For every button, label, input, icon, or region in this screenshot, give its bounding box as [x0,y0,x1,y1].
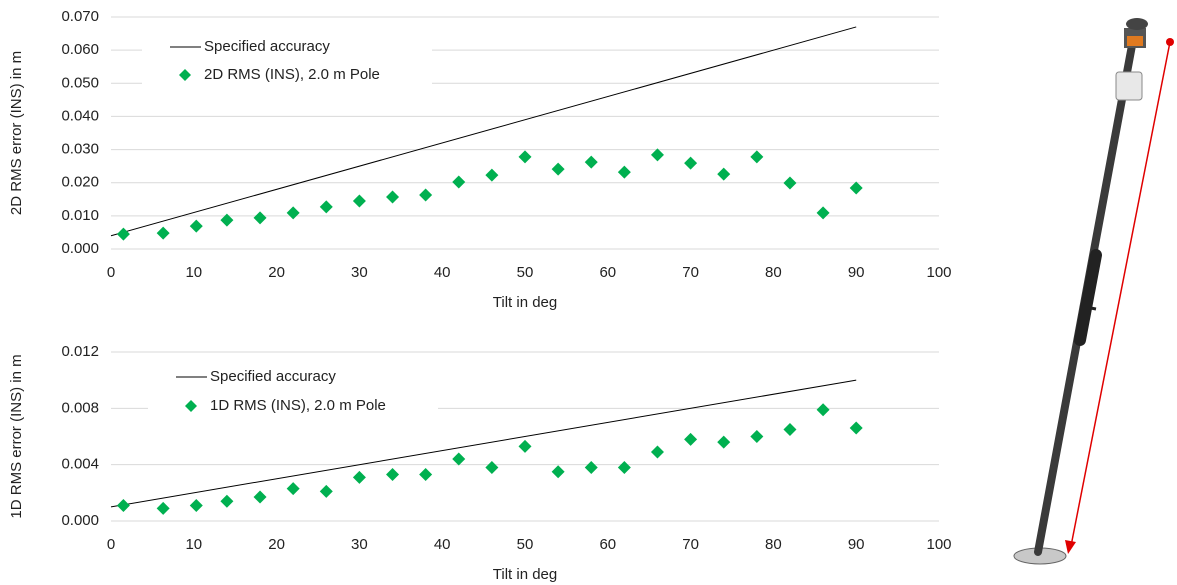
data-point [618,461,631,474]
y-tick-label: 0.060 [61,41,99,58]
data-point [552,163,565,176]
data-point [190,220,203,233]
data-point [117,499,130,512]
data-point [485,461,498,474]
antenna-ring [1127,36,1143,46]
y-tick-label: 0.000 [61,512,99,529]
y-axis-title: 1D RMS error (INS) in m [8,354,25,518]
data-point [287,206,300,219]
data-point [452,453,465,466]
data-point [117,228,130,241]
data-point [651,445,664,458]
data-point [750,150,763,163]
page: 0.000 0.010 0.020 0.030 0.040 0.050 0.060 0.070… [0,0,1177,585]
data-point [850,182,863,195]
data-point [190,499,203,512]
x-tick-label: 40 [434,264,451,281]
legend-label: 2D RMS (INS), 2.0 m Pole [204,66,380,83]
x-tick-label: 60 [599,264,616,281]
data-point [783,177,796,190]
x-tick-label: 50 [517,536,534,553]
data-point [485,169,498,182]
data-point [386,468,399,481]
y-tick-label: 0.012 [61,343,99,360]
y-tick-label: 0.000 [61,240,99,257]
antenna-top [1126,18,1148,30]
x-tick-label: 100 [926,264,951,281]
x-tick-label: 100 [926,536,951,553]
y-tick-label: 0.010 [61,207,99,224]
data-point [254,491,267,504]
y-tick-label: 0.030 [61,141,99,158]
data-point [157,502,170,515]
x-tick-label: 0 [107,264,115,281]
pole-grip [1080,255,1096,340]
legend-label: Specified accuracy [204,38,330,55]
data-point [651,148,664,161]
legend-label: 1D RMS (INS), 2.0 m Pole [210,397,386,414]
y-tick-label: 0.040 [61,107,99,124]
data-point [157,227,170,240]
x-tick-label: 80 [765,536,782,553]
data-point [817,206,830,219]
data-point [552,465,565,478]
x-tick-label: 10 [185,536,202,553]
x-tick-label: 80 [765,264,782,281]
data-point [717,168,730,181]
data-point [419,468,432,481]
data-point [386,190,399,203]
x-tick-label: 40 [434,536,451,553]
data-point [254,211,267,224]
data-point [320,485,333,498]
data-point [452,176,465,189]
x-tick-label: 50 [517,264,534,281]
x-tick-label: 90 [848,264,865,281]
data-point [320,200,333,213]
x-axis-title: Tilt in deg [493,566,557,583]
x-tick-label: 30 [351,536,368,553]
x-axis-title: Tilt in deg [493,294,557,311]
data-point [519,150,532,163]
legend-label: Specified accuracy [210,368,336,385]
x-tick-label: 90 [848,536,865,553]
data-point [220,495,233,508]
x-tick-label: 70 [682,264,699,281]
data-point [750,430,763,443]
data-point [353,194,366,207]
data-point [850,422,863,435]
data-point [585,156,598,169]
figure: 0.000 0.010 0.020 0.030 0.040 0.050 0.060 0.070… [0,0,1177,585]
x-tick-label: 60 [599,536,616,553]
data-point [585,461,598,474]
data-point [419,188,432,201]
y-tick-label: 0.008 [61,399,99,416]
x-tick-label: 70 [682,536,699,553]
x-tick-label: 30 [351,264,368,281]
x-tick-label: 10 [185,264,202,281]
y-axis-title: 2D RMS error (INS) in m [8,51,25,215]
pole-illustration [1014,18,1174,564]
y-tick-label: 0.020 [61,174,99,191]
data-point [618,166,631,179]
data-point [353,471,366,484]
x-tick-label: 0 [107,536,115,553]
data-point [717,436,730,449]
data-point [783,423,796,436]
x-tick-label: 20 [268,264,285,281]
arrow-head [1065,540,1076,554]
data-point [817,403,830,416]
data-point [684,433,697,446]
y-tick-label: 0.004 [61,456,99,473]
y-tick-label: 0.050 [61,74,99,91]
receiver-unit [1116,72,1142,100]
x-tick-label: 20 [268,536,285,553]
data-point [684,157,697,170]
data-point [519,440,532,453]
data-point [287,482,300,495]
y-tick-label: 0.070 [61,8,99,25]
